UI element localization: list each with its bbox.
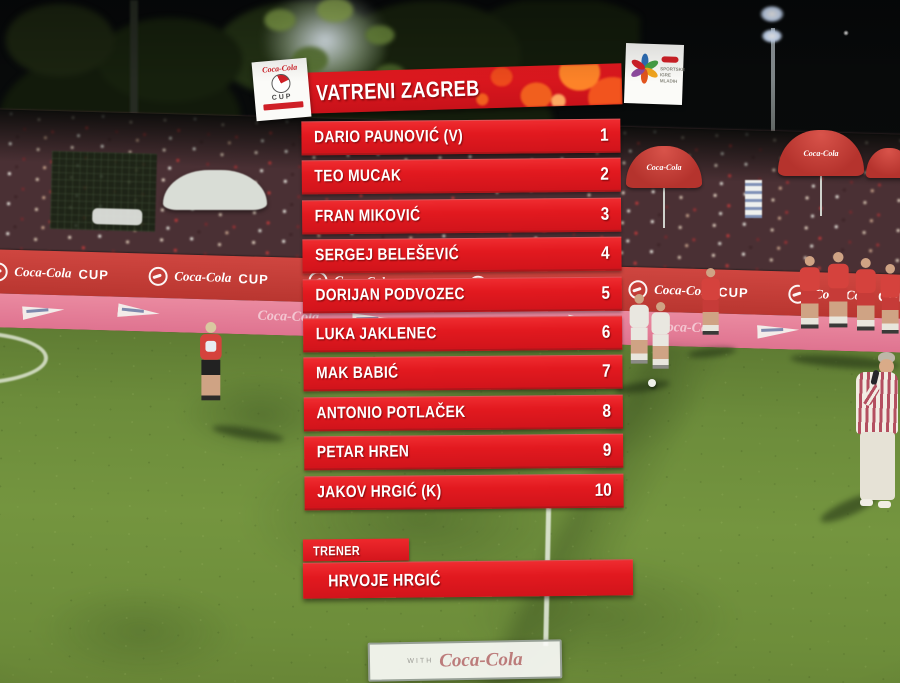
player-figure <box>648 302 673 369</box>
pennant-flag-icon <box>757 323 800 341</box>
banner-script: Coca-Cola <box>174 268 232 285</box>
player-row: PETAR HREN 9 <box>304 433 624 471</box>
banner-script: Coca-Cola <box>14 263 72 281</box>
cup-word: CUP <box>271 93 293 102</box>
player-name: LUKA JAKLENEC <box>315 324 437 344</box>
presenter-figure <box>852 350 900 520</box>
umbrella-pole-icon <box>663 188 665 228</box>
pennant-flag-icon <box>117 303 160 323</box>
player-rows: DARIO PAUNOVIĆ (V) 1 TEO MUCAK 2 FRAN MI… <box>301 118 624 510</box>
umbrella-logo-text: Coca-Cola <box>803 148 839 158</box>
player-row: FRAN MIKOVIĆ 3 <box>301 197 622 235</box>
floodlight-right <box>752 0 802 140</box>
player-figure <box>698 268 723 335</box>
player-row: DARIO PAUNOVIĆ (V) 1 <box>301 118 621 156</box>
player-name: DORIJAN PODVOZEC <box>315 284 465 304</box>
youth-games-logo: SPORTSKE IGRE MLADIH <box>623 43 686 105</box>
player-name: SERGEJ BELEŠEVIĆ <box>315 245 460 265</box>
presenter-hair <box>878 352 895 363</box>
player-figure <box>877 264 900 334</box>
header-decor-blobs <box>461 63 623 110</box>
sponsor-umbrella <box>866 148 900 178</box>
player-row: SERGEJ BELEŠEVIĆ 4 <box>302 236 622 274</box>
player-number: 4 <box>600 242 610 263</box>
presenter-face <box>879 359 894 374</box>
player-name: JAKOV HRGIĆ (K) <box>317 481 442 501</box>
sponsor-pill-icon <box>661 56 679 63</box>
ball-icon <box>648 379 656 387</box>
player-name: FRAN MIKOVIĆ <box>314 206 421 226</box>
sponsor-umbrella: Coca-Cola <box>778 130 864 216</box>
presenter-shoe <box>860 499 873 506</box>
player-number: 1 <box>599 124 609 145</box>
player-name: PETAR HREN <box>316 442 410 462</box>
white-tent <box>163 170 267 210</box>
coca-cola-script: Coca-Cola <box>439 648 523 671</box>
ball-icon <box>148 266 168 286</box>
youth-games-text: SPORTSKE IGRE MLADIH <box>659 66 686 84</box>
team-header-bar: VATRENI ZAGREB <box>302 63 623 114</box>
ball-icon <box>0 261 8 282</box>
bottom-board-prefix: WITH <box>407 657 434 666</box>
player-number: 10 <box>594 479 612 500</box>
coca-cola-script: Coca-Cola <box>261 62 298 75</box>
presenter-shoe <box>878 501 891 508</box>
player-name: DARIO PAUNOVIĆ (V) <box>313 126 464 147</box>
player-number: 9 <box>602 439 612 460</box>
ball-icon <box>270 73 292 94</box>
player-number: 8 <box>602 400 612 421</box>
bottom-sponsor-board: WITH Coca-Cola <box>367 639 563 682</box>
sponsor-umbrella: Coca-Cola <box>626 146 702 228</box>
player-name: TEO MUCAK <box>314 166 402 186</box>
player-name: MAK BABIĆ <box>316 363 399 383</box>
player-figure <box>824 252 853 328</box>
player-figure <box>626 294 652 364</box>
hanging-flag <box>745 180 762 218</box>
coach-label-bar: TRENER <box>302 537 410 562</box>
presenter-pants <box>860 432 895 500</box>
pennant-flag-icon <box>22 303 65 322</box>
player-name: ANTONIO POTLAČEK <box>316 402 466 423</box>
player-figure <box>196 322 226 401</box>
player-number: 5 <box>601 282 611 303</box>
player-row: MAK BABIĆ 7 <box>303 354 623 392</box>
umbrella-logo-text: Coca-Cola <box>646 162 682 172</box>
coach-name: HRVOJE HRGIĆ <box>328 569 441 590</box>
player-number: 7 <box>602 361 611 382</box>
floodlight-pole-icon <box>771 28 775 140</box>
player-row: ANTONIO POTLAČEK 8 <box>303 394 624 432</box>
player-row: LUKA JAKLENEC 6 <box>303 315 623 353</box>
distant-light-icon <box>843 30 849 36</box>
floodlight-lamp-icon <box>757 26 787 46</box>
floodlight-pole-left <box>130 0 138 215</box>
player-figure <box>796 256 824 329</box>
player-row: JAKOV HRGIĆ (K) 10 <box>304 473 624 510</box>
white-van <box>92 208 143 226</box>
banner-segment: Coca-Cola CUP <box>0 261 110 284</box>
player-row: DORIJAN PODVOZEC 5 <box>302 276 622 313</box>
player-number: 3 <box>600 203 610 224</box>
player-number: 2 <box>600 164 609 185</box>
lineup-panel: Coca-Cola CUP SPORTSKE IGRE MLADIH VATRE… <box>251 43 685 599</box>
banner-cup-word: CUP <box>78 266 110 282</box>
banner-segment: Coca-Cola CUP <box>148 266 269 288</box>
floodlight-lamp-icon <box>755 2 789 26</box>
player-figure <box>852 258 880 331</box>
starburst-figures-icon <box>627 51 662 86</box>
coach-label: TRENER <box>313 541 361 558</box>
red-strip <box>262 101 304 111</box>
banner-cup-word: CUP <box>238 270 270 287</box>
team-title: VATRENI ZAGREB <box>315 75 480 106</box>
coca-cola-cup-logo: Coca-Cola CUP <box>251 57 312 122</box>
player-number: 6 <box>601 321 611 342</box>
player-row: TEO MUCAK 2 <box>301 158 621 195</box>
umbrella-pole-icon <box>820 176 822 216</box>
coach-name-bar: HRVOJE HRGIĆ <box>302 558 634 599</box>
